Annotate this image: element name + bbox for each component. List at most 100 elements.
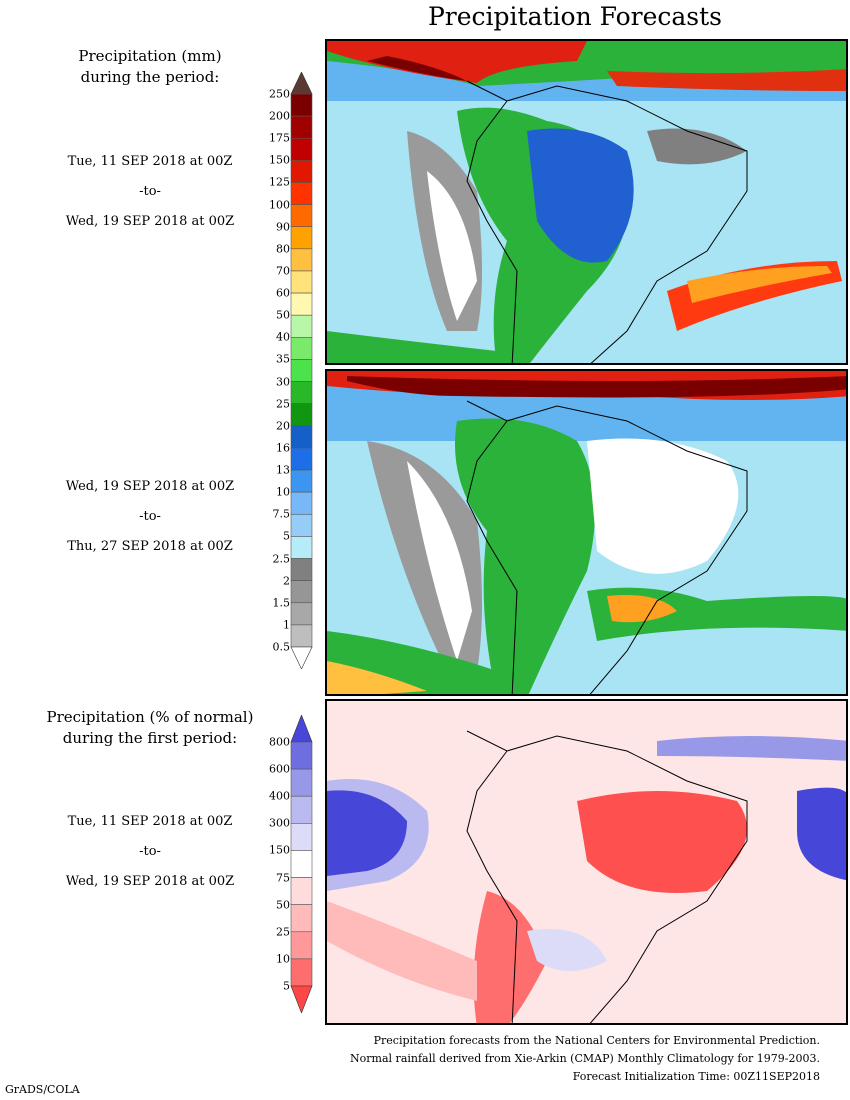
colorbar-tick-label: 800 xyxy=(269,735,290,749)
colorbar-swatch xyxy=(290,115,313,139)
pct-label-line2: during the first period: xyxy=(62,729,238,747)
colorbar-tick-label: 75 xyxy=(276,871,290,885)
colorbar-tick-label: 10 xyxy=(276,952,290,966)
period2-sep: -to- xyxy=(139,509,161,524)
colorbar-tick-label: 7.5 xyxy=(272,507,291,521)
colorbar-swatch xyxy=(290,337,313,360)
colorbar-swatch xyxy=(290,904,313,933)
colorbar-tick-label: 100 xyxy=(269,198,290,212)
colorbar-tick-label: 60 xyxy=(276,286,290,300)
colorbar-swatch xyxy=(290,182,313,205)
colorbar-tick-label: 35 xyxy=(276,352,290,366)
colorbar-swatch xyxy=(290,602,313,626)
period2-end: Thu, 27 SEP 2018 at 00Z xyxy=(67,539,233,554)
map-panel-week2 xyxy=(325,369,848,696)
colorbar-tick-label: 0.5 xyxy=(272,640,291,654)
colorbar-top-arrow xyxy=(290,72,313,95)
colorbar-swatch xyxy=(290,403,313,427)
period3-end: Wed, 19 SEP 2018 at 00Z xyxy=(65,874,235,889)
colorbar-tick-label: 175 xyxy=(269,131,290,145)
mm-colorbar: 250 200 175 150 125 100 90 80 70 60 50 40 35 30 25 20 16… xyxy=(262,72,322,669)
footer-line3: Forecast Initialization Time: 00Z11SEP20… xyxy=(572,1070,820,1083)
colorbar-swatches xyxy=(290,72,313,669)
colorbar-tick-label: 90 xyxy=(276,220,290,234)
colorbar-swatch xyxy=(290,624,313,648)
colorbar-swatch xyxy=(290,795,313,824)
colorbar-swatch xyxy=(290,958,313,987)
colorbar-swatch xyxy=(290,359,313,382)
colorbar-swatch xyxy=(290,877,313,905)
colorbar-swatch xyxy=(290,204,313,228)
colorbar-tick-label: 70 xyxy=(276,264,290,278)
colorbar-tick-label: 250 xyxy=(269,87,290,101)
colorbar-tick-label: 25 xyxy=(276,397,290,411)
colorbar-tick-label: 2.5 xyxy=(272,552,291,566)
period2-start: Wed, 19 SEP 2018 at 00Z xyxy=(65,479,235,494)
colorbar-tick-label: 80 xyxy=(276,242,290,256)
period1-sep: -to- xyxy=(139,184,161,199)
colorbar-tick-label: 300 xyxy=(269,816,290,830)
colorbar-tick-label: 20 xyxy=(276,419,290,433)
colorbar-tick-label: 1.5 xyxy=(272,596,291,610)
map-panel-percent-normal xyxy=(325,699,848,1025)
colorbar-tick-label: 5 xyxy=(283,529,290,543)
colorbar-swatch xyxy=(290,558,313,581)
colorbar-tick-label: 5 xyxy=(283,979,290,993)
colorbar-swatch xyxy=(290,536,313,559)
colorbar-tick-label: 150 xyxy=(269,843,290,857)
colorbar-tick-label: 600 xyxy=(269,762,290,776)
colorbar-tick-label: 50 xyxy=(276,898,290,912)
colorbar-swatch xyxy=(290,226,313,250)
colorbar-swatch xyxy=(290,741,313,770)
colorbar-swatch xyxy=(290,314,313,338)
colorbar-tick-label: 150 xyxy=(269,153,290,167)
colorbar-top-arrow xyxy=(290,715,313,743)
colorbar-tick-label: 200 xyxy=(269,109,290,123)
footer-line1: Precipitation forecasts from the Nationa… xyxy=(373,1034,820,1047)
grads-credit: GrADS/COLA xyxy=(5,1083,80,1096)
colorbar-swatch xyxy=(290,93,313,117)
colorbar-swatch xyxy=(290,381,313,404)
figure-title: Precipitation Forecasts xyxy=(427,2,723,31)
colorbar-tick-label: 30 xyxy=(276,375,290,389)
colorbar-tick-label: 1 xyxy=(283,618,290,632)
colorbar-swatch xyxy=(290,425,313,449)
colorbar-swatch xyxy=(290,447,313,471)
colorbar-tick-label: 40 xyxy=(276,330,290,344)
colorbar-bottom-arrow xyxy=(290,646,313,669)
colorbar-swatch xyxy=(290,292,313,316)
percent-colorbar: 800 600 400 300 150 75 50 25 10 5 xyxy=(262,715,322,1013)
colorbar-swatch xyxy=(290,270,313,294)
colorbar-tick-label: 25 xyxy=(276,925,290,939)
colorbar-swatch xyxy=(290,248,313,272)
colorbar-swatch xyxy=(290,931,313,960)
colorbar-swatch xyxy=(290,160,313,183)
period3-sep: -to- xyxy=(139,844,161,859)
colorbar-swatch xyxy=(290,137,313,161)
colorbar-swatch xyxy=(290,850,313,878)
colorbar-swatch xyxy=(290,491,313,515)
colorbar-tick-label: 13 xyxy=(276,463,290,477)
pct-label-line1: Precipitation (% of normal) xyxy=(46,708,254,726)
mm-label-line2: during the period: xyxy=(80,68,220,86)
colorbar-swatch xyxy=(290,513,313,537)
colorbar-swatch xyxy=(290,469,313,493)
colorbar-tick-label: 10 xyxy=(276,485,290,499)
period1-start: Tue, 11 SEP 2018 at 00Z xyxy=(67,154,233,169)
map-panel-week1 xyxy=(325,39,848,365)
period3-start: Tue, 11 SEP 2018 at 00Z xyxy=(67,814,233,829)
colorbar-swatches xyxy=(290,715,313,1013)
colorbar-tick-label: 400 xyxy=(269,789,290,803)
colorbar-tick-label: 125 xyxy=(269,175,290,189)
period1-end: Wed, 19 SEP 2018 at 00Z xyxy=(65,214,235,229)
colorbar-tick-label: 2 xyxy=(283,574,290,588)
colorbar-swatch xyxy=(290,768,313,797)
mm-label-line1: Precipitation (mm) xyxy=(78,47,222,65)
colorbar-tick-label: 50 xyxy=(276,308,290,322)
colorbar-bottom-arrow xyxy=(290,985,313,1013)
footer-line2: Normal rainfall derived from Xie-Arkin (… xyxy=(350,1052,820,1065)
colorbar-swatch xyxy=(290,580,313,604)
colorbar-swatch xyxy=(290,823,313,851)
colorbar-tick-label: 16 xyxy=(276,441,290,455)
